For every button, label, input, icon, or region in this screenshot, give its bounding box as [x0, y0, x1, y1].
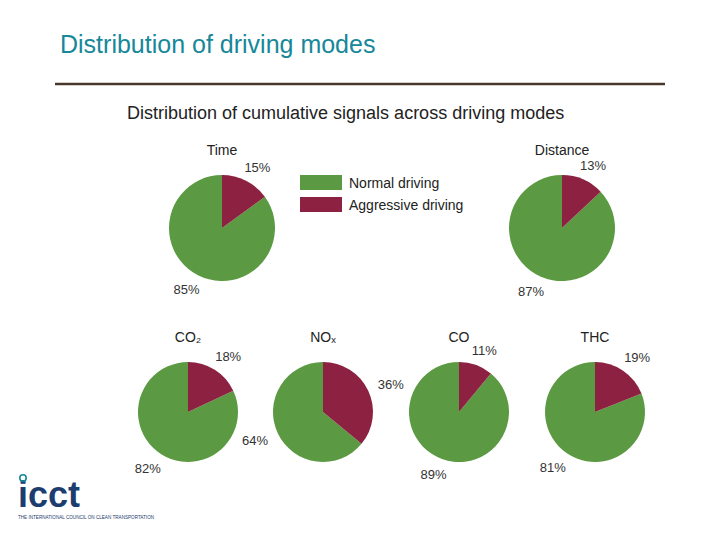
logo-name: icct [18, 474, 80, 515]
legend-swatch [300, 197, 342, 212]
pie-slice [323, 362, 373, 444]
pie-title: CO [449, 329, 470, 345]
pie-title: CO₂ [175, 329, 201, 345]
pie-slice [188, 362, 233, 412]
data-label: 18% [215, 349, 241, 364]
data-label: 87% [518, 284, 544, 299]
pie-slice [562, 175, 601, 228]
pie-title: Time [207, 142, 238, 158]
pie-slice [509, 175, 615, 281]
pie-slice [138, 362, 238, 462]
pie-slice [595, 362, 641, 412]
pie-chart: CO₂ 82% 18% [135, 329, 242, 476]
subtitle: Distribution of cumulative signals acros… [127, 103, 564, 123]
pie-title: Distance [535, 142, 590, 158]
logo-tagline: THE INTERNATIONAL COUNCIL ON CLEAN TRANS… [18, 515, 154, 520]
pie-chart: Time 85% 15% [169, 142, 275, 297]
legend: Normal driving Aggressive driving [300, 175, 463, 213]
legend-label: Aggressive driving [349, 197, 463, 213]
pie-slice [169, 175, 275, 281]
logo-dot [20, 475, 26, 481]
legend-label: Normal driving [349, 175, 439, 191]
data-label: 85% [174, 282, 200, 297]
data-label: 82% [135, 461, 161, 476]
data-label: 13% [580, 158, 606, 173]
pie-slice [545, 362, 645, 462]
pie-title: NOₓ [310, 329, 336, 345]
data-label: 64% [242, 433, 268, 448]
data-label: 89% [421, 467, 447, 482]
pie-chart: CO 89% 11% [409, 329, 509, 482]
data-label: 15% [244, 160, 270, 175]
pie-chart: THC 81% 19% [540, 329, 651, 475]
pie-slice [409, 362, 509, 462]
pie-chart: NOₓ 64% 36% [242, 329, 404, 462]
data-label: 36% [378, 377, 404, 392]
slide-title: Distribution of driving modes [60, 30, 375, 58]
title-rule [55, 83, 665, 86]
slide: Distribution of driving modes Distributio… [0, 0, 720, 540]
data-label: 11% [472, 343, 497, 358]
logo: icctTHE INTERNATIONAL COUNCIL ON CLEAN T… [18, 474, 154, 520]
legend-swatch [300, 175, 342, 190]
pie-slice [222, 175, 265, 228]
pie-title: THC [581, 329, 610, 345]
data-label: 19% [624, 350, 650, 365]
data-label: 81% [540, 460, 566, 475]
pie-slice [459, 362, 491, 412]
pie-chart: Distance 87% 13% [509, 142, 615, 299]
